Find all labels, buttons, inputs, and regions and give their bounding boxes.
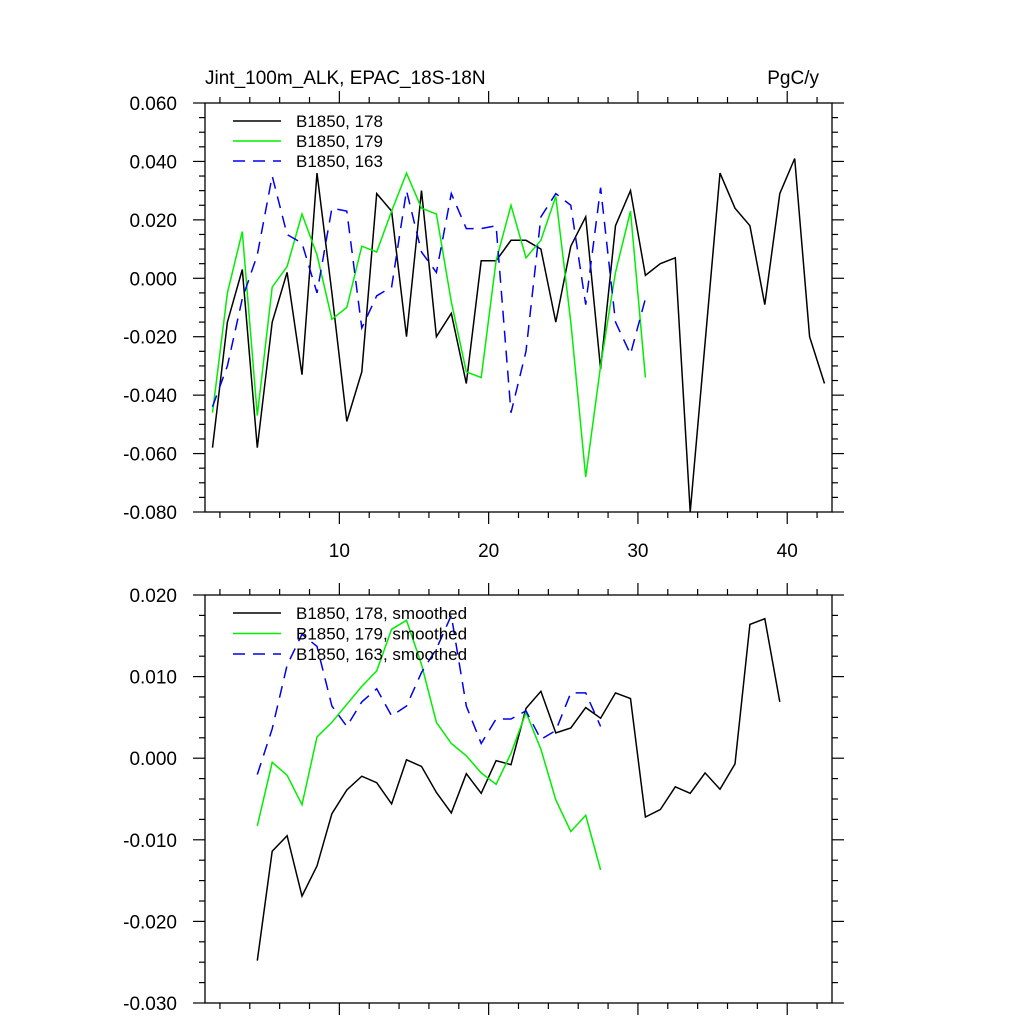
legend-label-1: B1850, 178, smoothed: [296, 604, 467, 623]
x-tick-label: 30: [627, 541, 648, 562]
y-tick-label: -0.080: [123, 503, 177, 524]
legend-label-2: B1850, 179, smoothed: [296, 625, 467, 644]
legend-label-1: B1850, 178: [296, 112, 383, 131]
y-tick-label: -0.010: [123, 831, 177, 852]
y-tick-label: 0.000: [129, 269, 177, 290]
y-tick-label: 0.000: [129, 749, 177, 770]
y-tick-label: -0.040: [123, 386, 177, 407]
series-line-2: [256, 619, 602, 871]
y-tick-label: -0.030: [123, 994, 177, 1015]
legend-label-3: B1850, 163: [296, 152, 383, 171]
chart-panel-1: 10 20 30 40 -0.080 -0.060 -0.040 -0.020 0.000 0.0…: [123, 91, 844, 562]
chart-panel-2: -0.030 -0.020 -0.010 0.000 0.010 0.020 B1850, …: [123, 583, 844, 1015]
y-tick-label: -0.060: [123, 445, 177, 466]
series-line-1: [211, 158, 826, 513]
y-tick-label: 0.010: [129, 668, 177, 689]
chart-title-right: PgC/y: [767, 68, 819, 89]
y-tick-label: 0.040: [129, 152, 177, 173]
y-tick-label: 0.060: [129, 94, 177, 115]
series-line-3: [256, 612, 602, 775]
legend-label-3: B1850, 163, smoothed: [296, 645, 467, 664]
series-line-1: [256, 617, 781, 961]
x-tick-label: 20: [478, 541, 499, 562]
series-line-3: [211, 175, 647, 413]
y-tick-label: -0.020: [123, 912, 177, 933]
y-tick-label: 0.020: [129, 211, 177, 232]
y-tick-label: 0.020: [129, 586, 177, 607]
y-tick-label: -0.020: [123, 328, 177, 349]
series-line-2: [211, 171, 647, 477]
x-tick-label: 10: [329, 541, 350, 562]
x-tick-label: 40: [777, 541, 798, 562]
legend-label-2: B1850, 179: [296, 132, 383, 151]
chart-title-left: Jint_100m_ALK, EPAC_18S-18N: [205, 68, 486, 89]
